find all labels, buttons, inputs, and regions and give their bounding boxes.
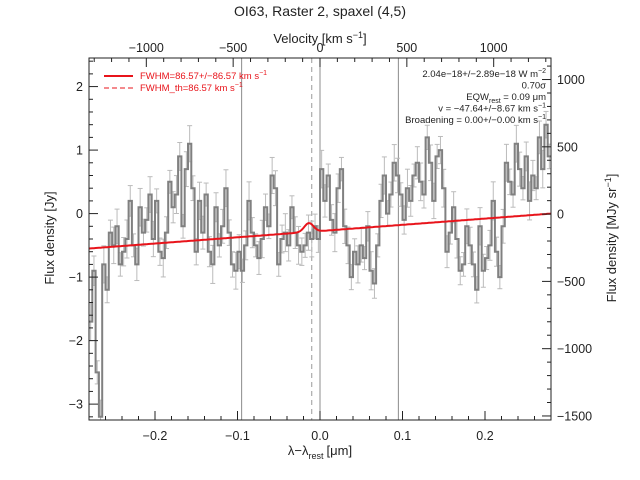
y-right-tick-label: −1500 xyxy=(557,409,592,423)
chart-title: OI63, Raster 2, spaxel (4,5) xyxy=(234,3,406,19)
y-axis-left-label: Flux density [Jy] xyxy=(42,191,57,284)
y-right-tick-label: 500 xyxy=(557,140,578,154)
x-top-tick-label: −1000 xyxy=(129,41,164,55)
y-right-tick-label: 1000 xyxy=(557,73,585,87)
model-fit-line xyxy=(89,212,551,250)
legend-label: FWHM=86.57+/−86.57 km s−1 xyxy=(140,70,267,82)
annotation-line: Broadening = 0.00+/−0.00 km s−1 xyxy=(405,114,546,126)
annotation-line: EQWrest = 0.09 μm xyxy=(466,92,546,105)
x-tick-label: 0.0 xyxy=(311,429,328,443)
y-right-tick-label: −1000 xyxy=(557,342,592,356)
y-tick-label: −1 xyxy=(69,271,83,285)
x-tick-label: 0.1 xyxy=(394,429,411,443)
annotation-line: 2.04e−18+/−2.89e−18 W m−2 xyxy=(422,68,546,80)
x-top-tick-label: 500 xyxy=(396,41,417,55)
legend-label: FWHM_th=86.57 km s−1 xyxy=(140,82,243,94)
y-tick-label: −2 xyxy=(69,334,83,348)
annotation-line: 0.70σ xyxy=(522,81,546,92)
y-axis-right-label: Flux density [MJy sr−1] xyxy=(603,174,619,303)
x-top-tick-label: −500 xyxy=(219,41,247,55)
y-tick-label: 1 xyxy=(76,144,83,158)
plot-inner xyxy=(89,58,551,420)
plot-area: −0.2 −0.1 0.0 0.1 0.2 −1000 −500 0 500 1000 −3 −2 −1… xyxy=(69,41,592,443)
x-tick-label: −0.1 xyxy=(225,429,250,443)
x-top-tick-label: 1000 xyxy=(480,41,508,55)
y-right-tick-label: 0 xyxy=(557,208,564,222)
x-tick-label: −0.2 xyxy=(143,429,168,443)
annotation-line: v = −47.64+/−8.67 km s−1 xyxy=(438,103,546,115)
x-axis-label: λ−λrest [μm] xyxy=(288,443,352,461)
x-top-tick-label: 0 xyxy=(317,41,324,55)
spectrum-step-line xyxy=(89,123,551,418)
y-tick-label: −3 xyxy=(69,398,83,412)
y-tick-label: 0 xyxy=(76,207,83,221)
y-right-tick-label: −500 xyxy=(557,275,585,289)
x-axis-top-label: Velocity [km s−1] xyxy=(273,30,366,46)
x-tick-label: 0.2 xyxy=(476,429,493,443)
y-tick-label: 2 xyxy=(76,80,83,94)
